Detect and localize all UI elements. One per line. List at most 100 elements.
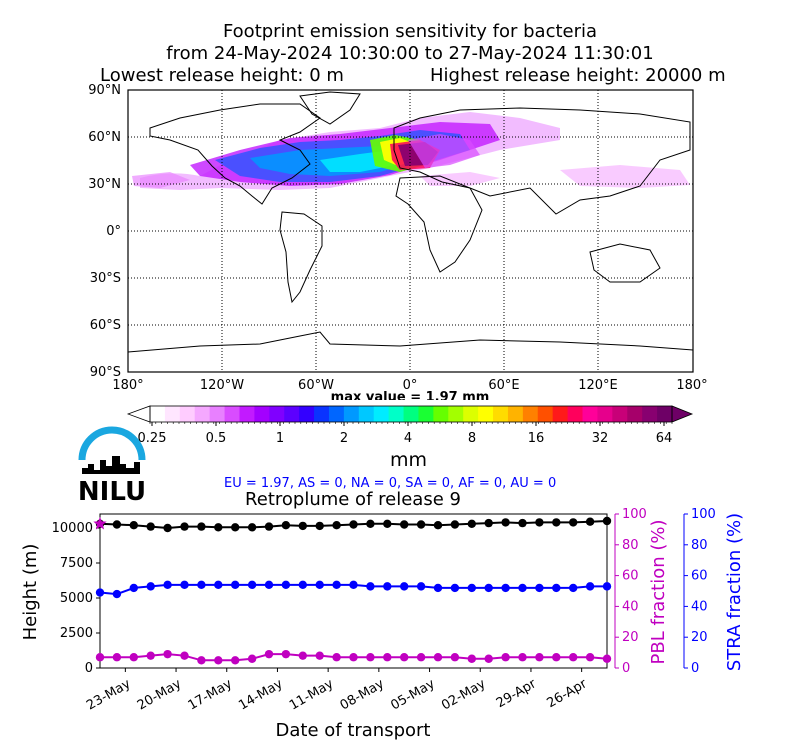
stra-tick-label: 100 xyxy=(691,507,716,522)
series-point-pbl xyxy=(535,653,544,662)
pbl-tick-label: 100 xyxy=(622,507,647,522)
colorbar-cell xyxy=(328,406,345,422)
date-tick-label: 20-May xyxy=(135,676,184,713)
lat-label: 60°S xyxy=(90,318,121,333)
map-lat-labels: 90°N 60°N 30°N 0° 30°S 60°S 90°S xyxy=(88,83,121,380)
series-point-pbl xyxy=(214,656,223,665)
colorbar-cell xyxy=(537,406,554,422)
series-point-pbl xyxy=(450,653,460,662)
series-point-stra xyxy=(400,582,409,591)
pbl-tick-label: 20 xyxy=(622,630,639,645)
region-summary: EU = 1.97, AS = 0, NA = 0, SA = 0, AF = … xyxy=(224,476,557,491)
colorbar-cell xyxy=(254,406,270,422)
lon-label: 60°E xyxy=(488,378,519,393)
series-point-stra xyxy=(366,582,375,591)
release-height-high: Highest release height: 20000 m xyxy=(430,65,726,86)
colorbar-tick-label: 1 xyxy=(276,431,284,446)
series-point-stra xyxy=(467,583,476,593)
lat-label: 30°N xyxy=(88,177,121,192)
series-point-stra xyxy=(197,580,206,590)
series-point-height xyxy=(281,521,291,530)
height-tick-label: 7500 xyxy=(60,556,93,571)
colorbar-tick-label: 0.5 xyxy=(206,431,227,446)
series-point-height xyxy=(214,523,223,532)
lon-label: 180° xyxy=(112,378,143,393)
series-point-height xyxy=(585,517,595,526)
date-tick-label: 26-Apr xyxy=(545,676,591,711)
stra-tick-label: 80 xyxy=(691,538,708,553)
date-tick-label: 23-May xyxy=(84,676,133,713)
series-point-stra xyxy=(95,588,105,597)
series-point-height xyxy=(400,520,409,529)
series-point-height xyxy=(518,518,527,528)
series-point-pbl xyxy=(467,654,476,663)
series-point-stra xyxy=(214,580,223,590)
colorbar-ticks: 0.25 0.5 1 2 4 8 16 32 64 xyxy=(138,422,673,446)
colorbar-unit: mm xyxy=(390,449,428,471)
series-point-pbl xyxy=(112,653,122,662)
series-point-stra xyxy=(247,580,257,590)
series-point-stra xyxy=(180,580,189,590)
series-point-stra xyxy=(484,583,493,593)
date-tick-label: 05-May xyxy=(388,676,437,713)
series-point-stra xyxy=(416,582,426,591)
series-point-pbl xyxy=(366,653,375,662)
map-gridlines xyxy=(128,90,693,372)
max-value-label: max value = 1.97 mm xyxy=(331,390,490,400)
series-point-height xyxy=(602,516,612,526)
lon-label: 120°E xyxy=(578,378,618,393)
series-point-pbl xyxy=(332,653,341,662)
map-frame xyxy=(127,89,694,373)
lon-label: 120°W xyxy=(200,378,244,393)
colorbar-cell xyxy=(358,406,375,422)
height-tick-label: 0 xyxy=(85,661,93,676)
series-point-stra xyxy=(535,583,544,593)
pbl-axis: 0 20 40 60 80 100 xyxy=(615,507,647,676)
date-tick-label: 08-May xyxy=(338,676,387,713)
lon-label: 180° xyxy=(676,378,707,393)
lat-label: 0° xyxy=(106,224,121,239)
lat-label: 90°N xyxy=(88,83,121,98)
colorbar-cell xyxy=(433,406,449,422)
colorbar-cell xyxy=(164,406,181,422)
series-point-stra xyxy=(552,583,561,593)
series-point-pbl xyxy=(315,651,324,660)
date-tick-label: 11-May xyxy=(287,676,336,713)
stra-tick-label: 40 xyxy=(691,599,708,614)
colorbar-cell xyxy=(657,406,673,422)
colorbar-cell xyxy=(642,406,658,422)
series-point-height xyxy=(366,519,375,528)
date-tick-label: 14-May xyxy=(236,676,285,713)
date-tick-label: 17-May xyxy=(186,676,235,713)
pbl-tick-label: 80 xyxy=(622,538,639,553)
stra-tick-label: 20 xyxy=(691,630,708,645)
colorbar-cell xyxy=(194,406,211,422)
colorbar-cell xyxy=(403,406,419,422)
colorbar-cell xyxy=(239,406,255,422)
logo-skyline-icon xyxy=(82,456,140,474)
nilu-logo: NILU xyxy=(78,426,146,504)
series-point-height xyxy=(298,521,307,531)
plot-frame xyxy=(99,513,608,669)
colorbar-tick-label: 32 xyxy=(592,431,609,446)
colorbar-cells xyxy=(150,406,673,422)
series-point-stra xyxy=(315,580,324,590)
series-point-pbl xyxy=(400,653,409,662)
series-point-pbl xyxy=(281,649,291,659)
series-point-pbl xyxy=(146,651,155,660)
colorbar-cell xyxy=(373,406,390,422)
series-point-height xyxy=(332,521,341,530)
series-point-stra xyxy=(112,589,122,599)
lat-label: 90°S xyxy=(90,365,121,380)
colorbar-cell xyxy=(209,406,225,422)
series-point-height xyxy=(383,519,392,528)
colorbar-tick-label: 0.25 xyxy=(138,431,167,446)
series-point-pbl xyxy=(501,653,510,662)
pbl-tick-label: 40 xyxy=(622,599,639,614)
series-point-stra xyxy=(163,580,172,590)
series-point-pbl xyxy=(585,653,595,662)
colorbar-cell xyxy=(179,406,196,422)
series-point-stra xyxy=(433,583,443,593)
colorbar-cell xyxy=(627,406,643,422)
